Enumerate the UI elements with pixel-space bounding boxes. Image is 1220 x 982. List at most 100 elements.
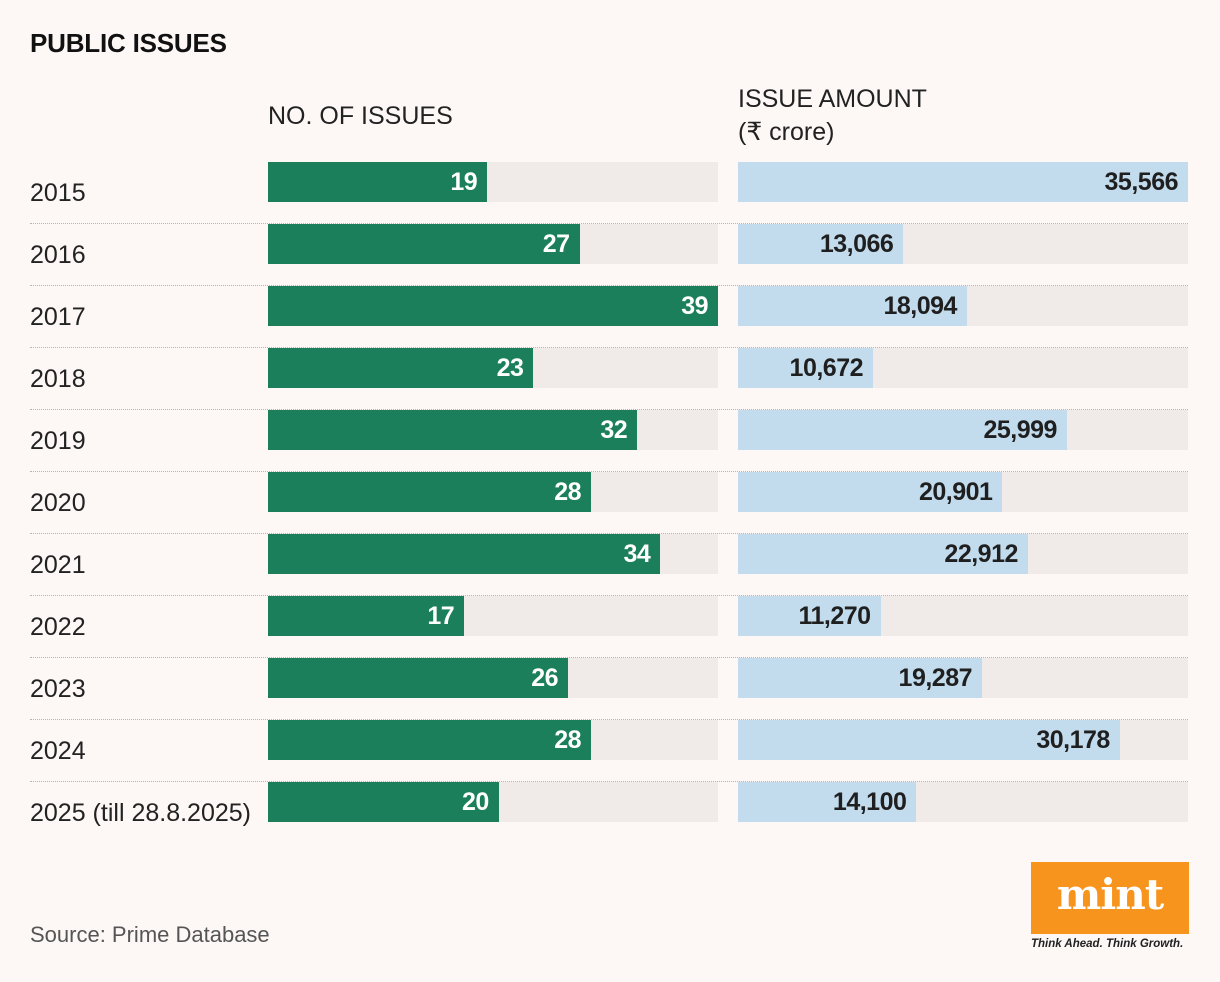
- issues-bar: 28: [268, 472, 592, 512]
- issues-bar-track: 27: [268, 224, 718, 264]
- issues-value-label: 34: [623, 540, 651, 568]
- chart-row: 2023 26 19,287: [30, 658, 1188, 720]
- logo-tagline: Think Ahead. Think Growth.: [1031, 938, 1184, 950]
- chart-row: 2024 28 30,178: [30, 720, 1188, 782]
- category-label: 2020: [30, 489, 86, 517]
- row-separator: [30, 285, 1188, 286]
- issues-bar-track: 19: [268, 162, 718, 202]
- issues-bar: 17: [268, 596, 465, 636]
- issues-bar: 34: [268, 534, 661, 574]
- amount-bar-track: 30,178: [738, 720, 1188, 760]
- chart-row: 2022 17 11,270: [30, 596, 1188, 658]
- chart-row: 2025 (till 28.8.2025) 20 14,100: [30, 782, 1188, 844]
- category-label: 2024: [30, 737, 86, 765]
- amount-bar: 25,999: [738, 410, 1067, 450]
- amount-value-label: 30,178: [1036, 726, 1110, 754]
- chart-row: 2018 23 10,672: [30, 348, 1188, 410]
- issues-bar-track: 28: [268, 472, 718, 512]
- amount-bar-track: 19,287: [738, 658, 1188, 698]
- amount-bar-track: 10,672: [738, 348, 1188, 388]
- amount-value-label: 14,100: [832, 788, 907, 816]
- amount-bar-track: 13,066: [738, 224, 1188, 264]
- category-label: 2015: [30, 179, 86, 207]
- chart-row: 2019 32 25,999: [30, 410, 1188, 472]
- issues-bar: 19: [268, 162, 488, 202]
- chart-row: 2017 39 18,094: [30, 286, 1188, 348]
- row-separator: [30, 533, 1188, 534]
- issues-bar-track: 28: [268, 720, 718, 760]
- category-label: 2017: [30, 303, 86, 331]
- row-separator: [30, 719, 1188, 720]
- category-label: 2022: [30, 613, 86, 641]
- amount-header-unit: (₹ crore): [738, 118, 835, 146]
- row-separator: [30, 595, 1188, 596]
- issues-value-label: 20: [461, 788, 489, 816]
- amount-bar-track: 22,912: [738, 534, 1188, 574]
- amount-bar: 18,094: [738, 286, 967, 326]
- issues-bar: 26: [268, 658, 568, 698]
- amount-bar-track: 25,999: [738, 410, 1188, 450]
- issues-value-label: 26: [531, 664, 558, 692]
- issues-bar-track: 26: [268, 658, 718, 698]
- issues-value-label: 17: [427, 602, 455, 630]
- row-separator: [30, 347, 1188, 348]
- row-separator: [30, 657, 1188, 658]
- issues-bar: 39: [268, 286, 718, 326]
- issues-bar-track: 32: [268, 410, 718, 450]
- row-separator: [30, 471, 1188, 472]
- amount-bar-track: 14,100: [738, 782, 1188, 822]
- category-label: 2023: [30, 675, 86, 703]
- chart-row: 2020 28 20,901: [30, 472, 1188, 534]
- amount-value-label: 10,672: [789, 354, 864, 382]
- row-separator: [30, 409, 1188, 410]
- amount-bar: 30,178: [738, 720, 1120, 760]
- amount-value-label: 11,270: [798, 602, 872, 630]
- amount-bar: 22,912: [738, 534, 1028, 574]
- amount-bar-track: 11,270: [738, 596, 1188, 636]
- chart-title: PUBLIC ISSUES: [30, 28, 227, 58]
- amount-value-label: 18,094: [883, 292, 957, 320]
- amount-bar: 35,566: [738, 162, 1188, 202]
- issues-bar-track: 23: [268, 348, 718, 388]
- issues-value-label: 27: [542, 230, 570, 258]
- chart-row: 2021 34 22,912: [30, 534, 1188, 596]
- amount-bar: 11,270: [738, 596, 881, 636]
- amount-value-label: 13,066: [819, 230, 894, 258]
- category-label: 2018: [30, 365, 86, 393]
- amount-value-label: 35,566: [1104, 168, 1179, 196]
- issues-value-label: 28: [554, 726, 582, 754]
- amount-bar-track: 35,566: [738, 162, 1188, 202]
- row-separator: [30, 781, 1188, 782]
- amount-column-header: ISSUE AMOUNT (₹ crore): [738, 83, 927, 149]
- amount-bar: 20,901: [738, 472, 1003, 512]
- amount-bar-track: 18,094: [738, 286, 1188, 326]
- issues-bar-track: 34: [268, 534, 718, 574]
- issues-value-label: 28: [554, 478, 582, 506]
- amount-bar: 10,672: [738, 348, 874, 388]
- issues-bar: 27: [268, 224, 580, 264]
- source-note: Source: Prime Database: [30, 922, 270, 947]
- category-label: 2025 (till 28.8.2025): [30, 799, 251, 827]
- issues-bar: 20: [268, 782, 499, 822]
- issues-value-label: 32: [600, 416, 628, 444]
- amount-header-title: ISSUE AMOUNT: [738, 85, 927, 113]
- category-label: 2016: [30, 241, 86, 269]
- amount-bar: 14,100: [738, 782, 917, 822]
- amount-value-label: 19,287: [898, 664, 973, 692]
- chart-row: 2015 19 35,566: [30, 162, 1188, 224]
- amount-bar: 13,066: [738, 224, 904, 264]
- issues-value-label: 39: [681, 292, 708, 320]
- category-label: 2021: [30, 551, 86, 579]
- mint-logo: mint: [1031, 862, 1189, 934]
- issues-bar-track: 17: [268, 596, 718, 636]
- issues-column-header: NO. OF ISSUES: [268, 102, 453, 130]
- category-label: 2019: [30, 427, 86, 455]
- amount-value-label: 25,999: [983, 416, 1057, 444]
- amount-bar: 19,287: [738, 658, 983, 698]
- issues-bar: 23: [268, 348, 534, 388]
- amount-value-label: 22,912: [944, 540, 1018, 568]
- row-separator: [30, 223, 1188, 224]
- issues-value-label: 19: [450, 168, 478, 196]
- issues-value-label: 23: [496, 354, 524, 382]
- chart-row: 2016 27 13,066: [30, 224, 1188, 286]
